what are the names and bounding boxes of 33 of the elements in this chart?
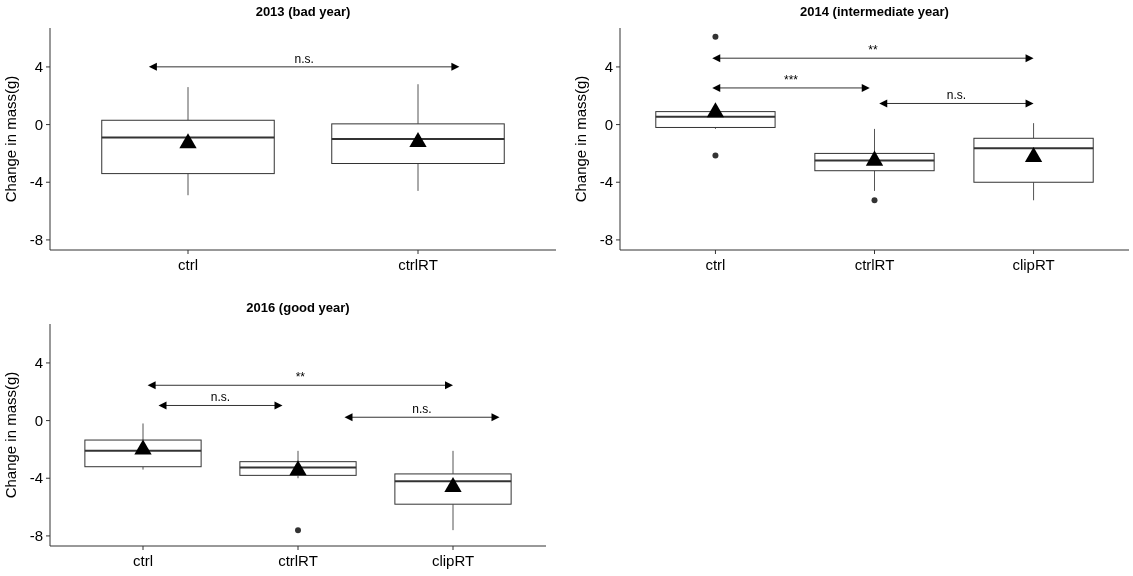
annotation: n.s. bbox=[946, 88, 967, 103]
annotation: ** bbox=[295, 370, 306, 385]
x-tick-label: ctrl bbox=[133, 552, 153, 569]
y-tick-label: -8 bbox=[599, 231, 613, 249]
chart-title: 2013 (bad year) bbox=[255, 4, 351, 19]
y-tick-label: 4 bbox=[34, 58, 43, 76]
annotation: n.s. bbox=[412, 402, 432, 417]
annotation: n.s. bbox=[294, 51, 314, 66]
x-tick-label: clipRT bbox=[431, 552, 475, 569]
y-tick-label: 0 bbox=[604, 115, 613, 133]
annotation: ** bbox=[868, 43, 878, 58]
x-tick-label: ctrlRT bbox=[278, 552, 318, 569]
y-tick-label: 0 bbox=[34, 115, 43, 133]
x-tick-label: ctrlRT bbox=[398, 256, 438, 273]
annotation: *** bbox=[783, 72, 799, 87]
annotation: n.s. bbox=[210, 390, 231, 405]
chart-title: 2016 (good year) bbox=[246, 300, 350, 315]
x-tick-label: clipRT bbox=[1012, 256, 1055, 273]
x-tick-label: ctrlRT bbox=[854, 256, 895, 273]
y-tick-label: -4 bbox=[599, 173, 613, 191]
y-tick-label: -8 bbox=[29, 231, 43, 249]
x-tick-label: ctrl bbox=[705, 256, 726, 273]
y-tick-label: -4 bbox=[29, 469, 43, 487]
chart-title: 2014 (intermediate year) bbox=[800, 4, 949, 19]
y-tick-label: 4 bbox=[34, 354, 43, 372]
x-tick-label: ctrl bbox=[178, 256, 198, 273]
y-axis-title: Change in mass(g) bbox=[2, 75, 19, 203]
y-axis-title: Change in mass(g) bbox=[2, 371, 19, 499]
y-tick-label: 0 bbox=[34, 411, 43, 429]
y-axis-title: Change in mass(g) bbox=[572, 75, 589, 203]
y-tick-label: 4 bbox=[604, 58, 613, 76]
y-tick-label: -4 bbox=[29, 173, 43, 191]
y-tick-label: -8 bbox=[29, 527, 43, 545]
